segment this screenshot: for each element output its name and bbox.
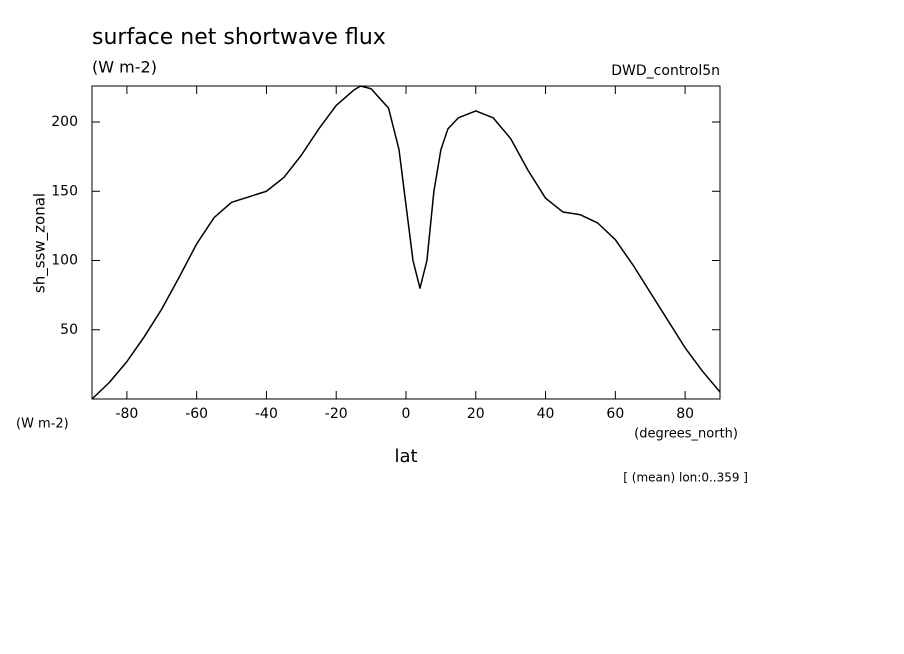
annotation: DWD_control5n bbox=[611, 63, 720, 79]
x-tick-label: 60 bbox=[606, 406, 624, 422]
data-line bbox=[91, 85, 721, 400]
y-units: (W m-2) bbox=[16, 417, 69, 432]
x-tick-label: -80 bbox=[115, 406, 138, 422]
x-tick-label: -60 bbox=[185, 406, 208, 422]
x-tick-label: 0 bbox=[402, 406, 411, 422]
y-axis-label: sh_ssw_zonal bbox=[31, 193, 50, 293]
plot-frame bbox=[91, 85, 721, 400]
x-tick-label: 20 bbox=[467, 406, 485, 422]
y-tick-label: 100 bbox=[51, 253, 78, 269]
chart-title: surface net shortwave flux bbox=[92, 25, 386, 50]
y-tick-label: 50 bbox=[60, 322, 78, 338]
x-tick-label: -40 bbox=[255, 406, 278, 422]
x-tick-label: 40 bbox=[537, 406, 555, 422]
y-tick-label: 200 bbox=[51, 114, 78, 130]
note: [ (mean) lon:0..359 ] bbox=[623, 471, 748, 485]
y-tick-label: 150 bbox=[51, 183, 78, 199]
chart-subtitle: (W m-2) bbox=[92, 58, 157, 77]
x-units: (degrees_north) bbox=[634, 427, 738, 442]
x-tick-label: 80 bbox=[676, 406, 694, 422]
x-tick-label: -20 bbox=[325, 406, 348, 422]
x-axis-label: lat bbox=[394, 446, 417, 467]
